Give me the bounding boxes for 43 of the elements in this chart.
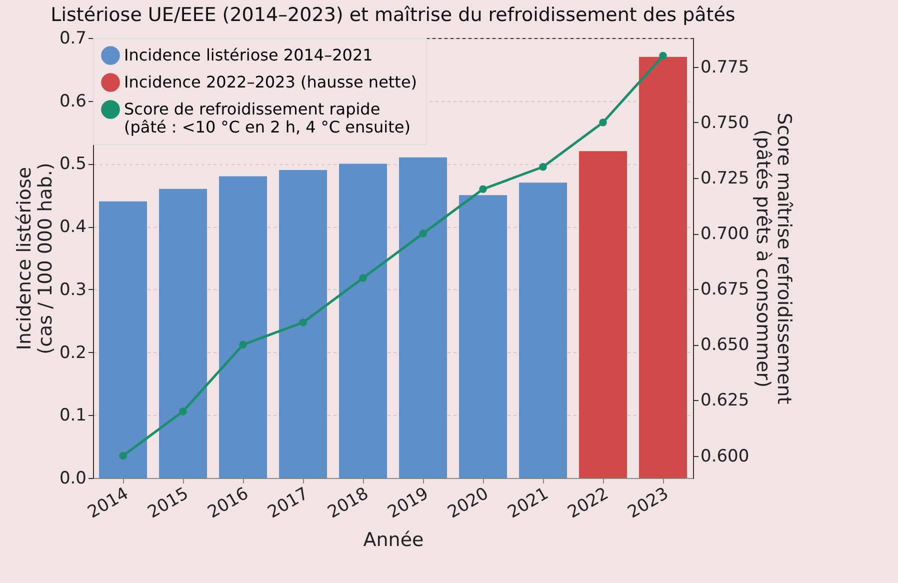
y2-tick-label: 0.750 [700, 112, 750, 133]
y2-tick-label: 0.775 [700, 57, 750, 78]
point [599, 118, 607, 126]
y-tick-label: 0.7 [59, 28, 86, 48]
y2-tick-label: 0.700 [700, 224, 750, 244]
bar [459, 195, 507, 478]
y-tick-label: 0.1 [59, 406, 86, 426]
y-tick-label: 0.2 [59, 342, 86, 363]
bar [579, 151, 627, 478]
bar [519, 182, 567, 478]
bar [279, 170, 327, 478]
x-axis-title: Année [363, 528, 424, 551]
bar [339, 164, 387, 478]
point [239, 340, 247, 349]
y2-tick-label: 0.650 [700, 335, 750, 356]
point [179, 407, 187, 416]
bar [219, 176, 267, 478]
y2-tick-label: 0.725 [700, 168, 750, 188]
y2-tick-label: 0.625 [700, 390, 750, 411]
point [659, 52, 667, 60]
legend-label: Score de refroidissement rapide (pâté : <10 °C en 2 h, 4 °C ensuite) [124, 100, 410, 136]
bar [159, 188, 207, 478]
bar [399, 157, 447, 478]
bar [639, 56, 687, 478]
point [359, 274, 367, 282]
y2-tick-label: 0.600 [700, 446, 750, 466]
point [299, 318, 307, 326]
y2-tick-label: 0.675 [700, 280, 750, 300]
point [539, 163, 547, 171]
y2-axis-title: Score maîtrise refroidissement (pâtés prêts à consommer) [752, 112, 796, 404]
y-tick-label: 0.6 [59, 91, 86, 112]
legend-label: Incidence 2022–2023 (hausse nette) [124, 72, 418, 92]
point [119, 452, 127, 460]
y-tick-label: 0.4 [59, 217, 86, 238]
y-axis-title: Incidence listériose (cas / 100 000 hab.) [13, 162, 56, 354]
y-tick-label: 0.5 [59, 154, 86, 174]
point [419, 230, 427, 238]
bar [99, 201, 147, 478]
chart-title: Listériose UE/EEE (2014–2023) et maîtrise du refroidissement des pâtés [50, 4, 736, 26]
point [479, 185, 487, 193]
y-tick-label: 0.3 [59, 280, 86, 300]
y-tick-label: 0.0 [59, 468, 86, 488]
legend-label: Incidence listériose 2014–2021 [124, 46, 373, 64]
